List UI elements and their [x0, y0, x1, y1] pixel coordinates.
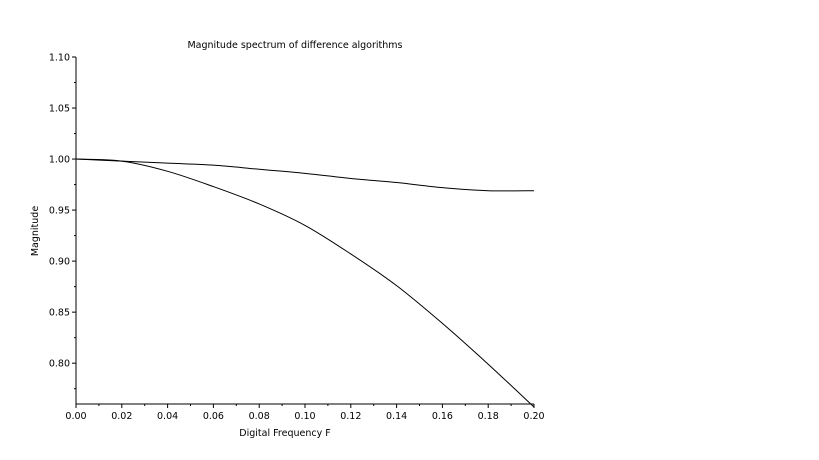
x-tick-label: 0.06 — [203, 411, 224, 422]
x-tick-label: 0.10 — [294, 411, 315, 422]
y-axis-label: Magnitude — [30, 206, 41, 256]
y-tick-label: 0.90 — [49, 257, 70, 268]
x-tick-label: 0.00 — [65, 411, 86, 422]
y-tick-label: 1.05 — [49, 104, 70, 115]
x-tick-label: 0.20 — [523, 411, 544, 422]
y-tick-label: 1.10 — [49, 53, 70, 64]
y-tick-label: 1.00 — [49, 155, 70, 166]
x-tick-label: 0.02 — [111, 411, 132, 422]
chart-title: Magnitude spectrum of difference algorit… — [187, 40, 402, 51]
series-group — [75, 158, 535, 408]
x-tick-label: 0.16 — [432, 411, 453, 422]
y-tick-label: 0.95 — [49, 206, 70, 217]
series-line-1 — [75, 158, 535, 192]
y-tick-label: 0.80 — [49, 359, 70, 370]
x-tick-label: 0.08 — [249, 411, 270, 422]
x-tick-label: 0.18 — [478, 411, 499, 422]
x-tick-label: 0.14 — [386, 411, 407, 422]
x-tick-label: 0.12 — [340, 411, 361, 422]
y-ticks: 0.80 0.85 0.90 0.95 1.00 1.05 1.10 — [49, 53, 76, 390]
x-ticks: 0.00 0.02 0.04 0.06 0.08 0.10 0.12 0.14 0.16 0.18… — [65, 404, 545, 422]
x-axis-label: Digital Frequency F — [239, 428, 330, 439]
y-tick-label: 0.85 — [49, 308, 70, 319]
x-tick-label: 0.04 — [157, 411, 178, 422]
series-line-2 — [75, 158, 535, 408]
